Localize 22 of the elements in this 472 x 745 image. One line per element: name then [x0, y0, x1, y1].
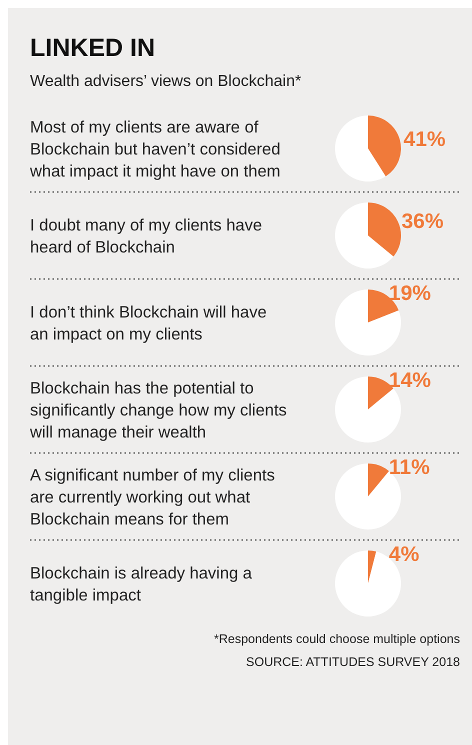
text: Wealth advisers’ views on Blockchain* — [30, 73, 302, 90]
data-label: 41% — [404, 128, 446, 152]
data-label: 19% — [388, 282, 432, 305]
text: Most of my clients are aware of Blockchain but haven’t considered what impact it might have on them — [29, 118, 280, 180]
pie-slice — [368, 202, 401, 257]
pie-slice — [335, 202, 394, 268]
text: I don’t think Blockchain will have an impact on my clients — [30, 304, 267, 344]
text: *Respondents could choose multiple options — [214, 632, 460, 646]
pie-slice — [368, 464, 390, 496]
data-label: 4% — [388, 542, 420, 566]
text: A significant number of my clients are currently working out what Blockchain means for them — [30, 466, 275, 528]
pie-slice — [368, 116, 401, 176]
text: I doubt many of my clients have heard of Blockchain — [30, 216, 262, 256]
source-note: SOURCE: ATTITUDES SURVEY 2018 — [246, 655, 460, 669]
data-label: 36% — [401, 210, 444, 233]
pie-slice — [368, 550, 376, 584]
text: LINKED IN — [30, 34, 155, 62]
text: Blockchain has the potential to significantly change how my clients will manage their wealth — [29, 380, 287, 442]
pie-slice — [335, 116, 386, 182]
text: Blockchain is already having a tangible impact — [30, 564, 253, 604]
data-label: 14% — [388, 368, 432, 392]
data-label: 11% — [388, 456, 430, 479]
